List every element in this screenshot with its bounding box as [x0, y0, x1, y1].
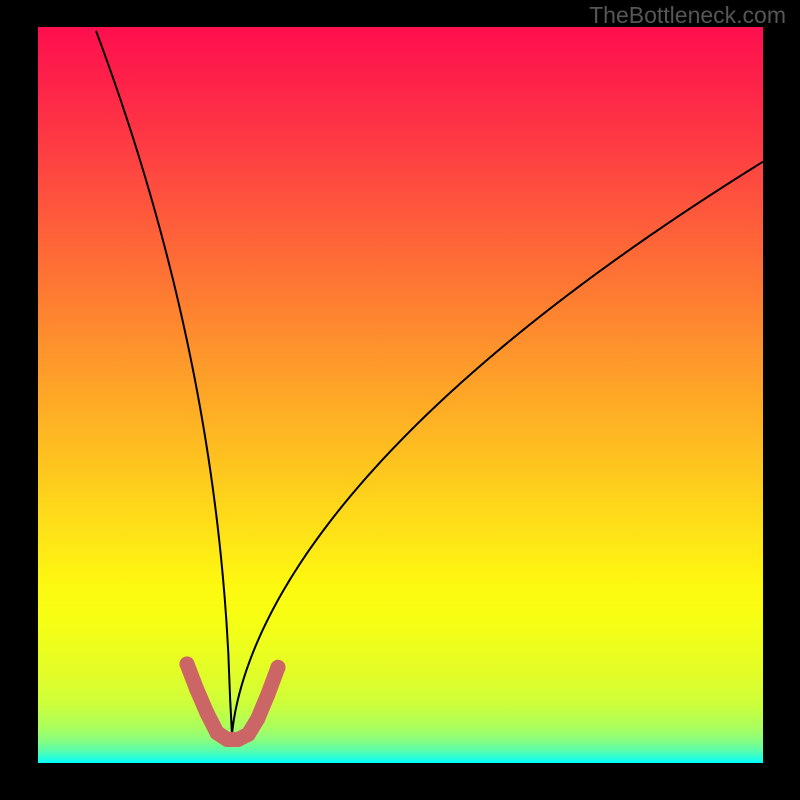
valley-marker-dot [260, 687, 275, 702]
valley-marker-dot [179, 657, 194, 672]
valley-marker-dot [250, 711, 265, 726]
valley-marker-dot [189, 682, 204, 697]
gradient-background [38, 27, 763, 763]
chart-stage: TheBottleneck.com [0, 0, 800, 800]
valley-marker-dot [241, 727, 256, 742]
bottleneck-chart [0, 0, 800, 800]
valley-marker-dot [199, 705, 214, 720]
valley-marker-dot [270, 660, 285, 675]
watermark-text: TheBottleneck.com [589, 2, 786, 29]
